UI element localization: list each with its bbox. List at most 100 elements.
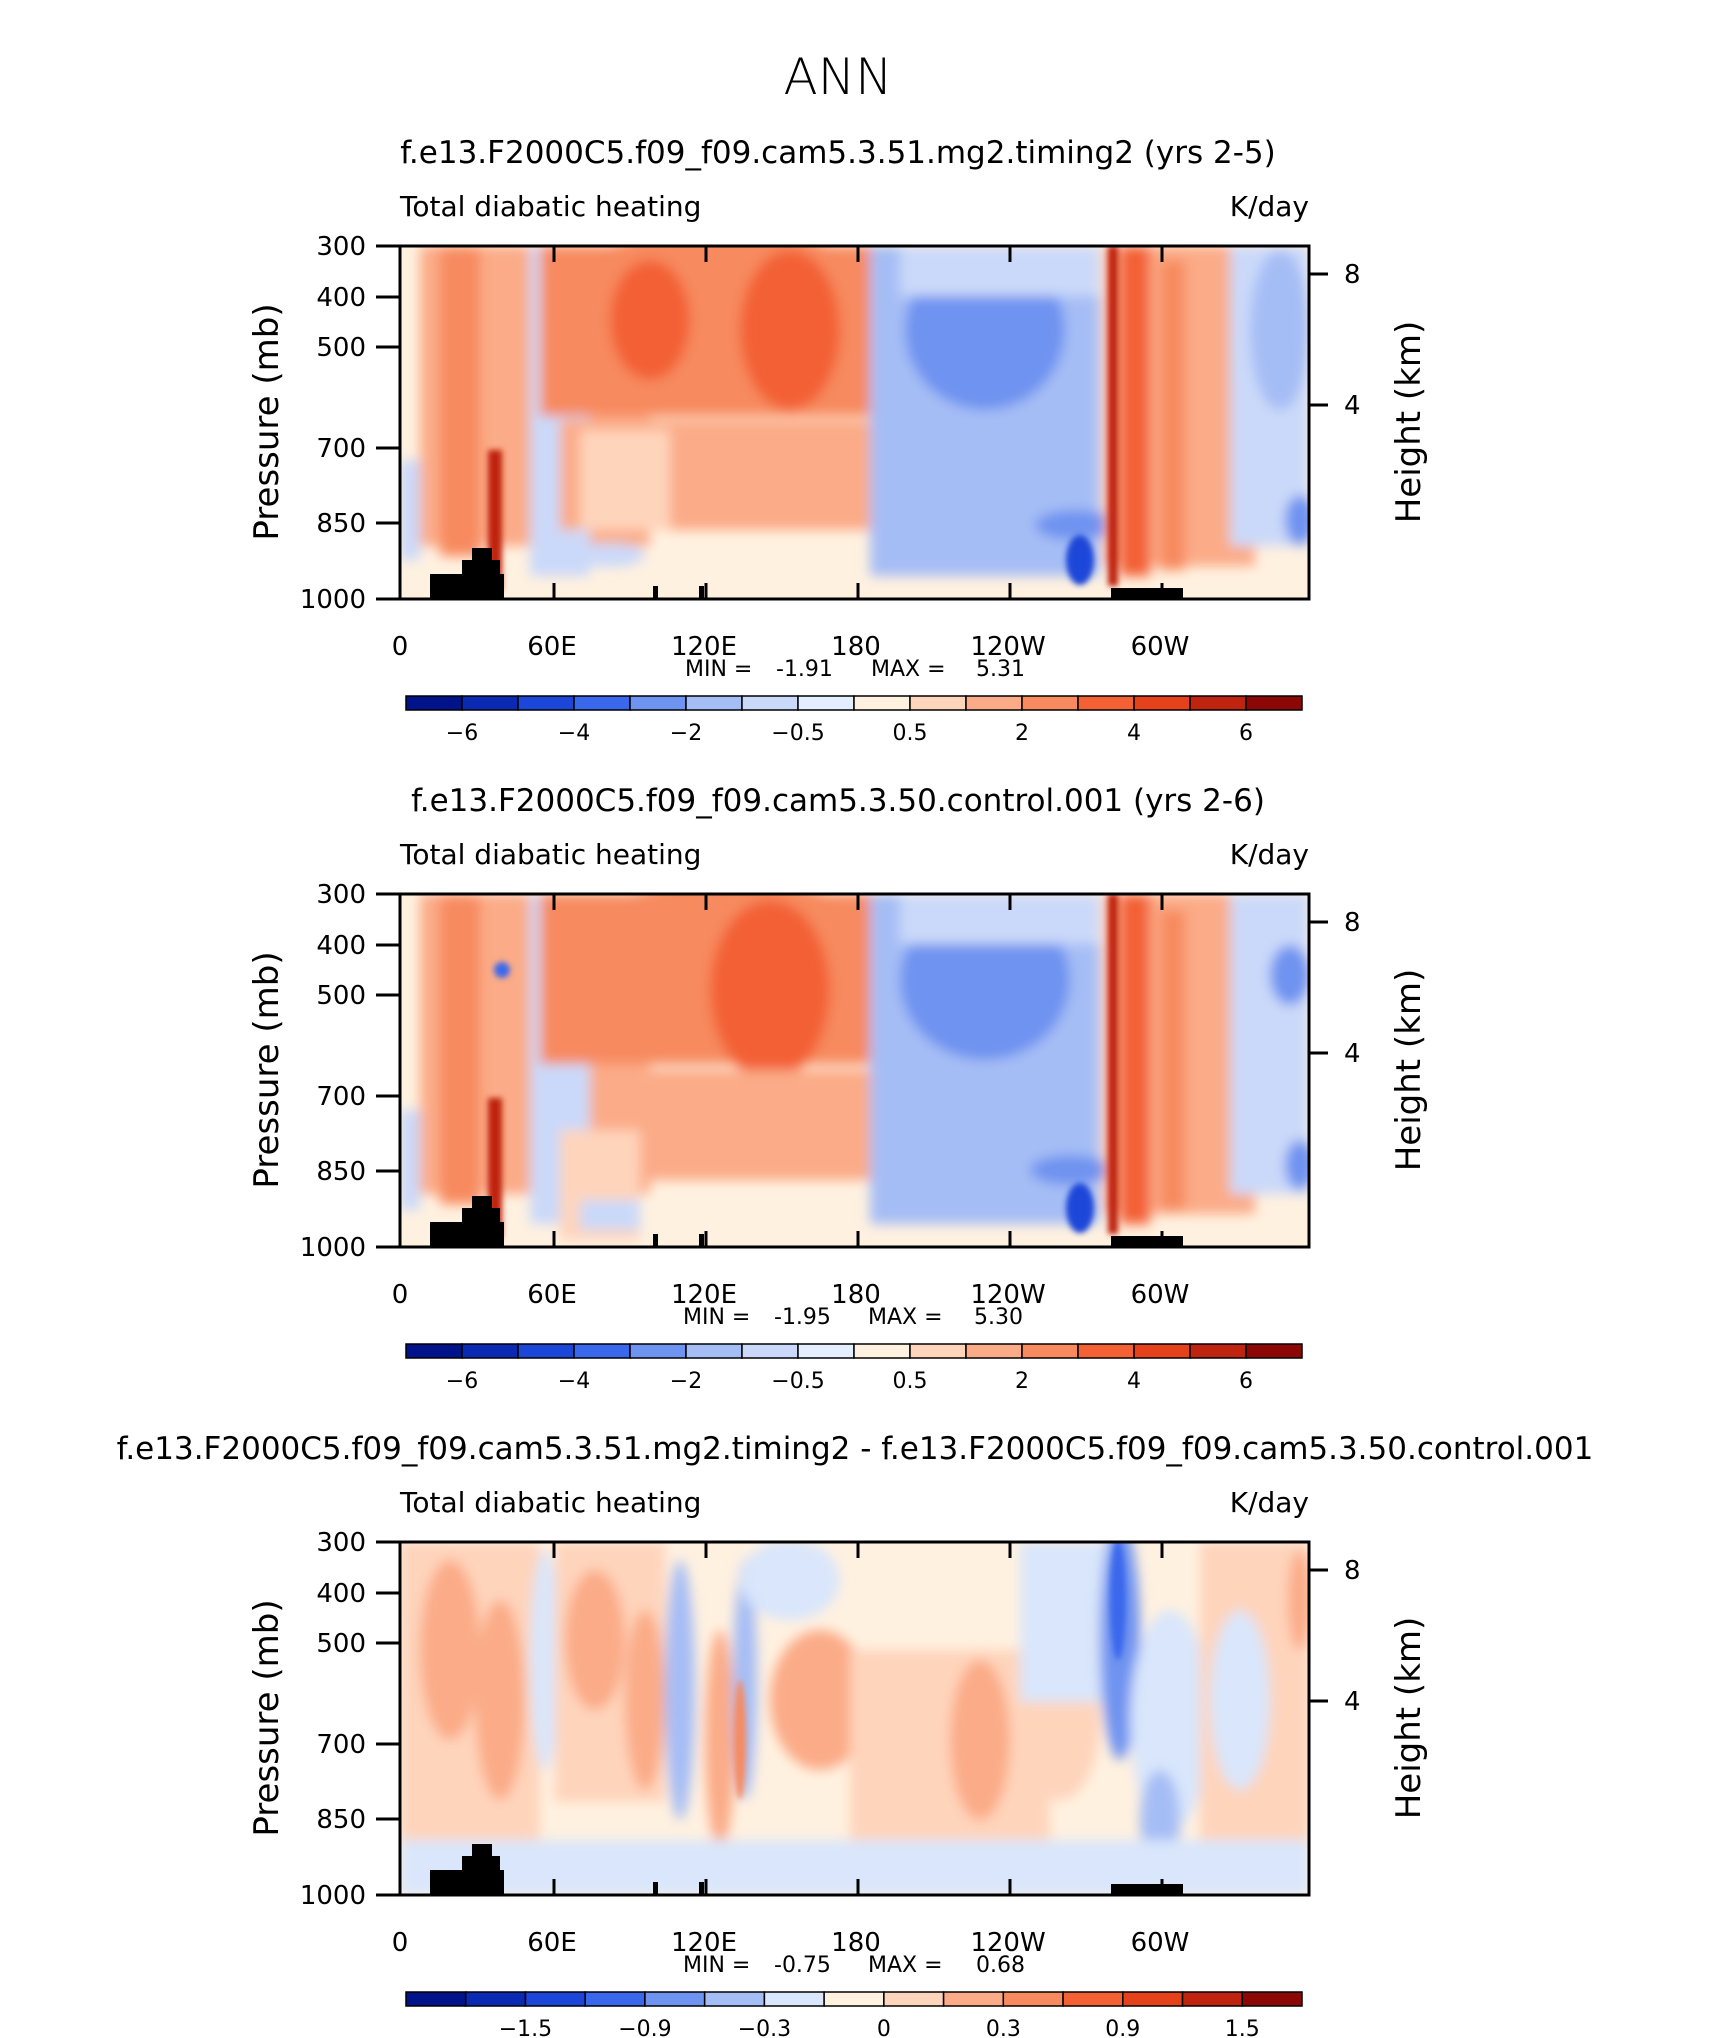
field-blob [440,246,480,556]
colorbar-label: 0.5 [893,1369,928,1394]
field-blob [565,1570,625,1710]
figure-title: ANN [783,48,892,106]
field-blob [530,1550,560,1770]
field-blob [740,250,840,410]
topography-block [462,560,500,580]
colorbar-swatch [703,1991,766,2007]
panel-title: f.e13.F2000C5.f09_f09.cam5.3.51.mg2.timi… [400,135,1275,171]
x-tick-label: 0 [392,1928,409,1958]
colorbar-swatch [741,1343,799,1359]
topography-block [472,548,492,562]
y-axis-label: Pressure (mb) [247,303,287,540]
field-blob [1110,1542,1126,1660]
panel-1: f.e13.F2000C5.f09_f09.cam5.3.51.mg2.timi… [247,135,1429,746]
colorbar-swatch [1122,1991,1184,2007]
colorbar-swatch [1021,1343,1079,1359]
colorbar-swatch [763,1991,825,2007]
colorbar-label: 2 [1015,721,1029,746]
min-value: -1.95 [774,1305,831,1330]
x-tick-label: 0 [392,632,409,662]
colorbar-swatch [823,1991,885,2007]
topography-block [653,1882,658,1895]
field-blob [610,260,690,380]
colorbar-label: −0.9 [618,2017,671,2038]
topography-block [472,1196,492,1210]
field-blob [1120,894,1150,1224]
x-tick-label: 60E [527,1928,577,1958]
y-axis-right-label: Height (km) [1389,1617,1429,1820]
colorbar-swatch [644,1991,706,2007]
field-blob [1130,1610,1210,1830]
colorbar-swatch [853,1343,911,1359]
topography-block [1111,588,1183,599]
units-label: K/day [1230,838,1309,871]
field-blob [1108,894,1118,1234]
y-tick-label: 700 [316,434,366,464]
colorbar-swatch [1189,695,1247,711]
field-blob [1160,910,1185,1210]
x-tick-label: 120W [970,632,1045,662]
min-label: MIN = [685,657,752,682]
colorbar-swatch [909,695,967,711]
field-blob [630,1070,870,1180]
x-tick-label: 60W [1131,1928,1190,1958]
field-blob [1288,1550,1309,1650]
field-blob [440,894,480,1204]
x-tick-label: 120W [970,1280,1045,1310]
colorbar-swatch [942,1991,1005,2007]
field-blob [770,1630,870,1770]
colorbar-swatch [405,1343,463,1359]
plot-frame [398,1540,1311,1897]
colorbar-label: −0.3 [738,2017,791,2038]
y-tick-label: 850 [316,1157,366,1187]
field-blob [580,430,670,530]
colorbar-swatch [1133,1343,1191,1359]
y-tick-label: 1000 [300,1233,366,1263]
y-tick-label-right: 8 [1344,260,1361,290]
topography [430,1196,1183,1247]
field-blob [1066,1183,1094,1233]
y-axis-label: Pressure (mb) [247,1599,287,1836]
y-tick-label-right: 4 [1344,1039,1361,1069]
colorbar-swatch [1077,695,1135,711]
field-blob [710,900,830,1080]
topography [430,1844,1183,1895]
colorbar-swatch [405,695,463,711]
colorbar-swatch [965,695,1023,711]
x-tick-label: 60W [1131,632,1190,662]
y-axis-label: Pressure (mb) [247,951,287,1188]
colorbar-swatch [1181,1991,1244,2007]
contour-field [400,894,1309,1247]
max-value: 0.68 [976,1953,1025,1978]
field-blob [550,246,890,370]
y-tick-label: 1000 [300,585,366,615]
colorbar-label: 6 [1239,1369,1253,1394]
left-string: Total diabatic heating [399,1486,701,1519]
max-label: MAX = [868,1305,943,1330]
field-blob [740,1542,840,1620]
colorbar-label: 1.5 [1225,2017,1260,2038]
topography-block [1111,1236,1183,1247]
x-tick-label: 60E [527,632,577,662]
max-value: 5.31 [976,657,1025,682]
y-ticks [376,244,1328,601]
x-tick-label: 60W [1131,1280,1190,1310]
field-blob [950,1660,1010,1820]
field-blob [1160,260,1185,570]
colorbar-swatch [584,1991,646,2007]
colorbar-swatch [1133,695,1191,711]
field-blob [1066,535,1094,585]
x-ticks [552,1542,1164,1895]
colorbar-label: 4 [1127,721,1141,746]
field-blob [1108,246,1118,586]
x-ticks [552,246,1164,599]
field-blob [580,1200,640,1230]
y-tick-label: 850 [316,1805,366,1835]
field-blob [1030,1155,1110,1185]
field-blob [420,1560,480,1740]
panel-title: f.e13.F2000C5.f09_f09.cam5.3.51.mg2.timi… [117,1431,1594,1467]
max-label: MAX = [871,657,946,682]
min-value: -1.91 [776,657,833,682]
topography-block [699,1882,704,1895]
